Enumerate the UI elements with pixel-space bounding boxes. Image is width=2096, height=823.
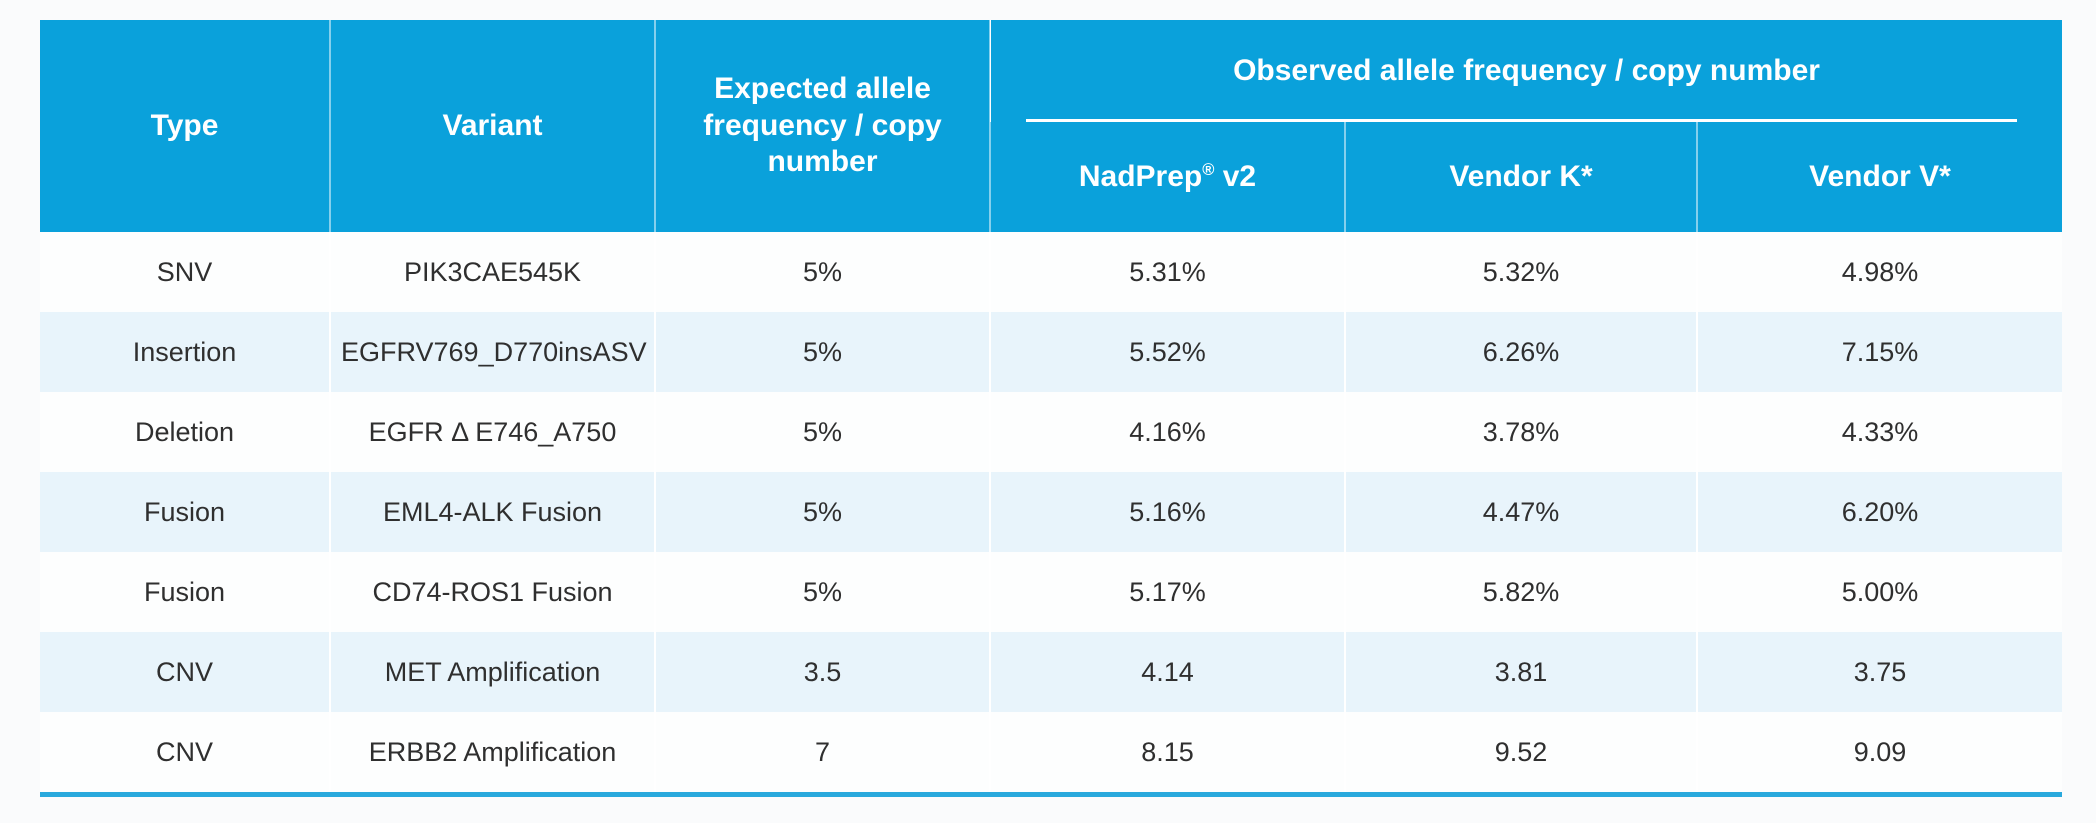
cell-nadprep-v2: 5.16% bbox=[989, 472, 1345, 552]
cell-vendor-k: 5.82% bbox=[1344, 552, 1697, 632]
cell-expected: 5% bbox=[654, 472, 990, 552]
header-sub-row: NadPrep® v2 Vendor K* Vendor V* bbox=[40, 122, 2063, 232]
cell-expected: 5% bbox=[654, 232, 990, 312]
cell-type: Fusion bbox=[40, 472, 330, 552]
registered-trademark-symbol: ® bbox=[1202, 160, 1215, 179]
cell-type: Insertion bbox=[40, 312, 330, 392]
cell-vendor-v: 7.15% bbox=[1695, 312, 2063, 392]
col-group-header-observed: Observed allele frequency / copy number bbox=[988, 20, 2063, 122]
allele-frequency-table-container: Type Variant Expected allele frequency /… bbox=[40, 20, 2063, 797]
cell-expected: 7 bbox=[654, 712, 990, 795]
cell-nadprep-v2: 4.14 bbox=[989, 632, 1345, 712]
cell-type: Fusion bbox=[40, 552, 330, 632]
cell-vendor-k: 6.26% bbox=[1344, 312, 1697, 392]
table-row: SNV PIK3CAE545K 5% 5.31% 5.32% 4.98% bbox=[40, 232, 2063, 312]
table-row: CNV MET Amplification 3.5 4.14 3.81 3.75 bbox=[40, 632, 2063, 712]
table-body: SNV PIK3CAE545K 5% 5.31% 5.32% 4.98% Ins… bbox=[40, 232, 2063, 795]
table-row: Fusion EML4-ALK Fusion 5% 5.16% 4.47% 6.… bbox=[40, 472, 2063, 552]
cell-variant: EGFRV769_D770insASV bbox=[329, 312, 655, 392]
cell-type: Deletion bbox=[40, 392, 330, 472]
cell-vendor-v: 3.75 bbox=[1695, 632, 2063, 712]
col-header-vendor-k: Vendor K* bbox=[1344, 122, 1697, 232]
col-header-vendor-v: Vendor V* bbox=[1695, 122, 2063, 232]
table-row: Deletion EGFR Δ E746_A750 5% 4.16% 3.78%… bbox=[40, 392, 2063, 472]
cell-expected: 5% bbox=[654, 392, 990, 472]
cell-variant: CD74-ROS1 Fusion bbox=[329, 552, 655, 632]
cell-vendor-k: 4.47% bbox=[1344, 472, 1697, 552]
col-header-expected: Expected allele frequency / copy number bbox=[654, 20, 990, 232]
cell-nadprep-v2: 5.17% bbox=[989, 552, 1345, 632]
cell-nadprep-v2: 8.15 bbox=[989, 712, 1345, 795]
col-header-type: Type bbox=[40, 20, 330, 232]
cell-vendor-v: 9.09 bbox=[1695, 712, 2063, 795]
cell-vendor-v: 4.33% bbox=[1695, 392, 2063, 472]
table-row: CNV ERBB2 Amplification 7 8.15 9.52 9.09 bbox=[40, 712, 2063, 795]
nadprep-version-label: v2 bbox=[1214, 159, 1257, 193]
cell-variant: MET Amplification bbox=[329, 632, 655, 712]
col-header-variant: Variant bbox=[329, 20, 655, 232]
header-group-row: Type Variant Expected allele frequency /… bbox=[40, 20, 2063, 232]
cell-vendor-k: 9.52 bbox=[1344, 712, 1697, 795]
cell-nadprep-v2: 5.31% bbox=[989, 232, 1345, 312]
cell-type: CNV bbox=[40, 712, 330, 795]
cell-expected: 5% bbox=[654, 552, 990, 632]
nadprep-brand-label: NadPrep bbox=[1078, 159, 1203, 193]
table-row: Insertion EGFRV769_D770insASV 5% 5.52% 6… bbox=[40, 312, 2063, 392]
cell-type: CNV bbox=[40, 632, 330, 712]
cell-variant: ERBB2 Amplification bbox=[329, 712, 655, 795]
cell-vendor-k: 5.32% bbox=[1344, 232, 1697, 312]
col-header-nadprep-v2: NadPrep® v2 bbox=[989, 122, 1345, 232]
observed-group-label: Observed allele frequency / copy number bbox=[1233, 53, 1820, 87]
cell-variant: PIK3CAE545K bbox=[329, 232, 655, 312]
cell-expected: 3.5 bbox=[654, 632, 990, 712]
allele-frequency-comparison-table: Type Variant Expected allele frequency /… bbox=[40, 20, 2063, 797]
cell-expected: 5% bbox=[654, 312, 990, 392]
cell-variant: EGFR Δ E746_A750 bbox=[329, 392, 655, 472]
cell-nadprep-v2: 4.16% bbox=[989, 392, 1345, 472]
cell-vendor-k: 3.81 bbox=[1344, 632, 1697, 712]
observed-group-underline bbox=[1026, 119, 2018, 122]
cell-variant: EML4-ALK Fusion bbox=[329, 472, 655, 552]
cell-type: SNV bbox=[40, 232, 330, 312]
cell-vendor-v: 5.00% bbox=[1695, 552, 2063, 632]
cell-nadprep-v2: 5.52% bbox=[989, 312, 1345, 392]
cell-vendor-k: 3.78% bbox=[1344, 392, 1697, 472]
table-row: Fusion CD74-ROS1 Fusion 5% 5.17% 5.82% 5… bbox=[40, 552, 2063, 632]
cell-vendor-v: 4.98% bbox=[1695, 232, 2063, 312]
table-header: Type Variant Expected allele frequency /… bbox=[40, 20, 2063, 232]
cell-vendor-v: 6.20% bbox=[1695, 472, 2063, 552]
